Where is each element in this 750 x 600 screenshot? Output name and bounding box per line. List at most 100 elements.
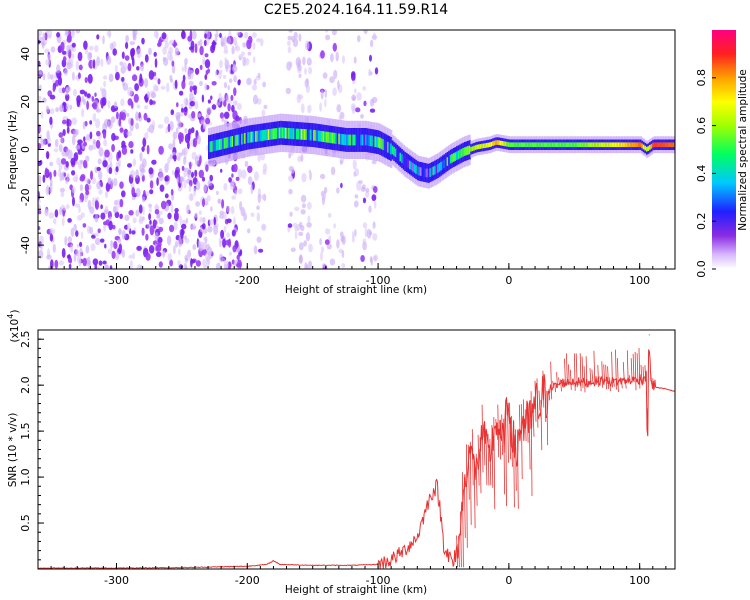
signal-core xyxy=(244,132,247,144)
signal-core xyxy=(456,151,459,161)
noise-speckle xyxy=(38,199,41,204)
noise-speckle xyxy=(189,85,193,93)
noise-speckle xyxy=(59,104,65,113)
noise-speckle xyxy=(243,31,249,39)
noise-speckle xyxy=(246,39,252,50)
signal-core xyxy=(418,166,421,176)
noise-speckle xyxy=(38,226,41,231)
noise-speckle xyxy=(298,33,302,42)
noise-speckle xyxy=(159,184,165,192)
signal-core xyxy=(625,142,628,148)
noise-speckle xyxy=(362,197,367,204)
signal-core xyxy=(606,142,609,148)
noise-speckle xyxy=(95,139,101,149)
noise-speckle xyxy=(176,152,181,159)
noise-speckle xyxy=(190,40,195,50)
noise-speckle xyxy=(331,30,337,36)
noise-speckle xyxy=(207,225,213,233)
noise-speckle xyxy=(173,245,176,255)
signal-core xyxy=(231,136,234,147)
noise-speckle xyxy=(354,168,360,177)
noise-speckle xyxy=(204,83,208,91)
noise-speckle xyxy=(330,53,334,63)
noise-speckle xyxy=(72,196,75,207)
noise-speckle xyxy=(319,173,326,180)
noise-speckle xyxy=(141,196,146,203)
y-tick-label: -40 xyxy=(19,236,32,254)
signal-core xyxy=(583,142,586,148)
signal-core xyxy=(253,131,256,143)
noise-speckle xyxy=(181,223,187,230)
noise-speckle xyxy=(72,176,78,182)
noise-speckle xyxy=(44,208,49,216)
signal-core xyxy=(223,137,226,149)
noise-speckle xyxy=(340,236,345,243)
signal-core xyxy=(208,141,211,153)
noise-speckle xyxy=(207,180,213,187)
noise-speckle xyxy=(135,187,141,198)
noise-speckle xyxy=(195,180,201,191)
noise-speckle xyxy=(113,206,119,213)
noise-speckle xyxy=(70,227,75,237)
noise-speckle xyxy=(135,122,140,130)
colorbar-tick-label: 0.8 xyxy=(695,69,708,87)
noise-speckle xyxy=(371,194,377,202)
noise-speckle xyxy=(121,112,126,121)
noise-speckle xyxy=(217,199,222,204)
noise-speckle xyxy=(235,45,241,52)
noise-speckle xyxy=(135,209,140,217)
noise-speckle xyxy=(204,74,208,80)
signal-core xyxy=(292,128,295,140)
signal-core xyxy=(261,130,264,141)
noise-speckle xyxy=(79,241,83,248)
noise-speckle xyxy=(71,135,76,146)
noise-speckle xyxy=(352,96,356,101)
spectrogram-noise-layer xyxy=(38,30,379,269)
noise-speckle xyxy=(60,41,65,52)
noise-speckle xyxy=(167,253,172,261)
noise-speckle xyxy=(102,260,107,265)
noise-speckle xyxy=(351,72,356,81)
signal-core xyxy=(468,145,471,155)
noise-speckle xyxy=(66,254,71,259)
signal-core xyxy=(474,145,478,150)
signal-core xyxy=(567,142,570,148)
colorbar-tick-label: 0.4 xyxy=(695,165,708,183)
noise-speckle xyxy=(196,134,201,145)
noise-speckle xyxy=(87,73,93,84)
noise-speckle xyxy=(228,177,232,183)
noise-speckle xyxy=(223,100,227,107)
noise-speckle xyxy=(202,176,205,182)
noise-speckle xyxy=(162,57,166,62)
snr-y-axis: 0.5 1.0 1.5 2.0 2.5 xyxy=(19,330,44,561)
noise-speckle xyxy=(164,176,168,182)
noise-speckle xyxy=(119,213,123,219)
noise-speckle xyxy=(160,85,166,90)
noise-speckle xyxy=(210,95,213,100)
noise-speckle xyxy=(96,130,101,137)
noise-speckle xyxy=(215,70,218,77)
noise-speckle xyxy=(84,183,89,193)
noise-speckle xyxy=(114,64,118,73)
noise-speckle xyxy=(61,248,66,258)
noise-speckle xyxy=(126,112,130,118)
y-tick-label: 2.0 xyxy=(19,376,32,394)
noise-speckle xyxy=(102,35,105,45)
snr-multiplier-exp: 4 xyxy=(6,314,15,319)
signal-core xyxy=(631,142,634,148)
noise-speckle xyxy=(119,243,122,251)
noise-speckle xyxy=(143,190,146,196)
signal-core xyxy=(501,141,504,146)
x-tick-label: -100 xyxy=(366,574,391,587)
signal-core xyxy=(506,141,509,147)
noise-speckle xyxy=(73,253,77,262)
signal-core xyxy=(369,135,372,147)
noise-speckle xyxy=(355,107,361,113)
snr-y-multiplier: (x104) xyxy=(6,310,21,343)
noise-speckle xyxy=(98,147,104,157)
signal-core xyxy=(366,134,369,146)
signal-core xyxy=(291,128,294,139)
noise-speckle xyxy=(164,193,169,199)
noise-speckle xyxy=(178,90,184,96)
signal-core xyxy=(473,145,476,151)
